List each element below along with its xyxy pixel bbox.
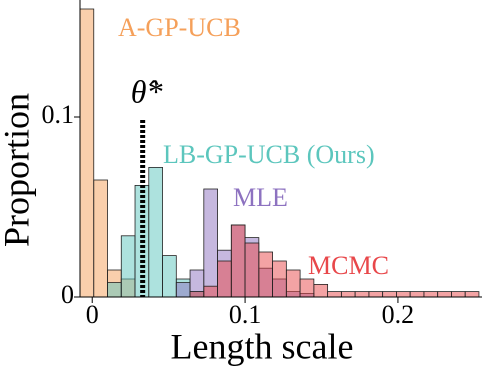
series-label: LB-GP-UCB (Ours): [163, 140, 375, 169]
x-tick-label: 0: [86, 300, 99, 329]
histogram-bar: [285, 269, 301, 298]
x-tick-label: 0.2: [382, 300, 415, 329]
histogram-bar: [464, 291, 480, 298]
histogram-bar: [409, 291, 425, 298]
y-tick-label: 0: [61, 280, 74, 309]
histogram-bar: [162, 255, 177, 298]
histogram-bar: [451, 291, 466, 298]
histogram-bar: [189, 291, 205, 298]
marker-label: θ̂*: [131, 73, 163, 109]
histogram-bar: [217, 260, 232, 298]
histogram-bar: [175, 282, 191, 298]
histogram-bar: [354, 291, 370, 298]
series-label: MCMC: [308, 251, 389, 280]
x-axis-label: Length scale: [171, 326, 354, 366]
histogram-bar: [107, 282, 122, 298]
histogram-bar: [120, 235, 136, 298]
histogram-bar: [79, 8, 95, 298]
y-tick-label: 0.1: [42, 100, 75, 129]
histogram-bar: [340, 291, 356, 298]
histogram-bar: [93, 179, 108, 298]
histogram-bar: [203, 285, 218, 298]
y-axis-label: Proportion: [0, 93, 36, 247]
histogram-bar: [368, 291, 384, 298]
series-label: A-GP-UCB: [118, 13, 241, 42]
histogram-bar: [272, 260, 287, 298]
histogram-bar: [148, 166, 163, 298]
histogram-bar: [203, 188, 218, 298]
histogram-bar: [396, 291, 411, 298]
histogram-bar: [313, 283, 329, 298]
histogram-bar: [423, 291, 439, 298]
histogram-bar: [382, 291, 397, 298]
histogram-bar: [258, 251, 273, 298]
x-tick-label: 0.1: [229, 300, 262, 329]
histogram-bar: [299, 278, 315, 298]
histogram-bar: [327, 291, 342, 298]
histogram-bar: [437, 291, 452, 298]
histogram-bar: [230, 224, 246, 298]
series-label: MLE: [233, 183, 288, 212]
histogram-bar: [244, 242, 260, 298]
